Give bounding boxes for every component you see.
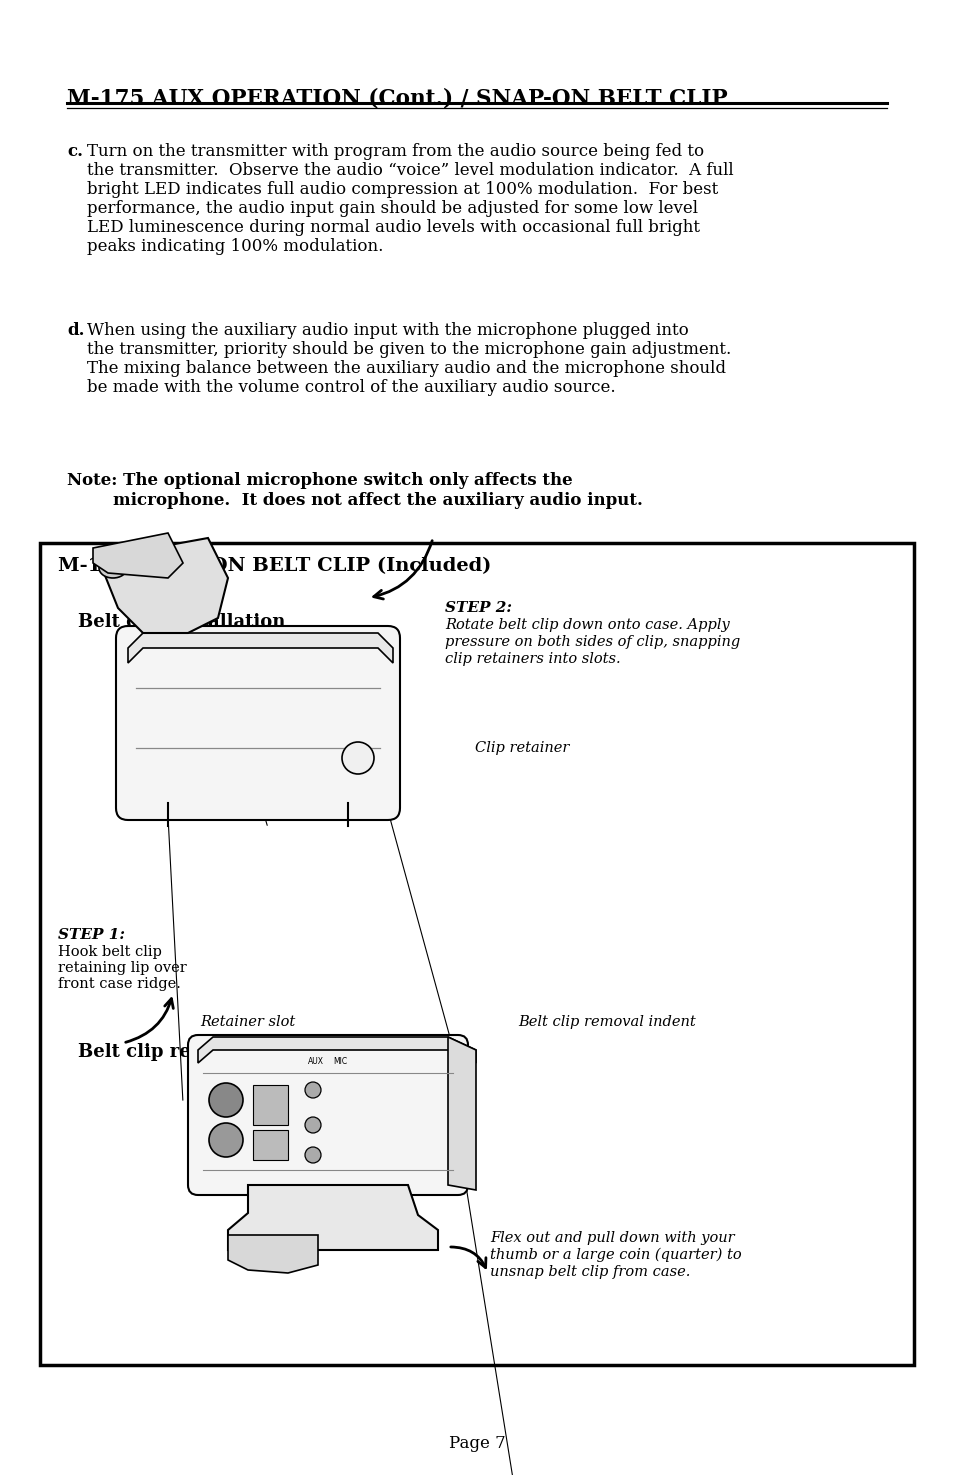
- Text: Belt clip installation: Belt clip installation: [78, 614, 285, 631]
- Text: be made with the volume control of the auxiliary audio source.: be made with the volume control of the a…: [87, 379, 615, 395]
- Text: c.: c.: [67, 143, 83, 159]
- Text: Note: The optional microphone switch only affects the: Note: The optional microphone switch onl…: [67, 472, 572, 490]
- Polygon shape: [448, 1037, 476, 1190]
- Polygon shape: [228, 1184, 437, 1249]
- Text: M-175 AUX OPERATION (Cont.) / SNAP-ON BELT CLIP: M-175 AUX OPERATION (Cont.) / SNAP-ON BE…: [67, 88, 727, 111]
- Text: peaks indicating 100% modulation.: peaks indicating 100% modulation.: [87, 237, 383, 255]
- Text: Rotate belt clip down onto case. Apply: Rotate belt clip down onto case. Apply: [444, 618, 729, 631]
- FancyBboxPatch shape: [253, 1130, 288, 1159]
- Text: clip retainers into slots.: clip retainers into slots.: [444, 652, 620, 667]
- Polygon shape: [128, 633, 393, 662]
- Text: M-175  SNAP-ON BELT CLIP (Included): M-175 SNAP-ON BELT CLIP (Included): [58, 558, 491, 575]
- Text: When using the auxiliary audio input with the microphone plugged into: When using the auxiliary audio input wit…: [87, 322, 688, 339]
- Text: the transmitter.  Observe the audio “voice” level modulation indicator.  A full: the transmitter. Observe the audio “voic…: [87, 162, 733, 178]
- Text: STEP 2:: STEP 2:: [444, 600, 512, 615]
- Circle shape: [209, 1083, 243, 1117]
- Text: Belt clip removal indent: Belt clip removal indent: [517, 1015, 695, 1030]
- Text: unsnap belt clip from case.: unsnap belt clip from case.: [490, 1266, 690, 1279]
- Circle shape: [209, 1122, 243, 1156]
- Text: Retainer slot: Retainer slot: [200, 1015, 294, 1030]
- Text: performance, the audio input gain should be adjusted for some low level: performance, the audio input gain should…: [87, 201, 698, 217]
- Text: Flex out and pull down with your: Flex out and pull down with your: [490, 1232, 734, 1245]
- Text: pressure on both sides of clip, snapping: pressure on both sides of clip, snapping: [444, 636, 740, 649]
- Text: front case ridge.: front case ridge.: [58, 976, 181, 991]
- FancyArrowPatch shape: [451, 1246, 485, 1267]
- Text: MIC: MIC: [333, 1058, 347, 1066]
- Polygon shape: [92, 532, 183, 578]
- Text: The mixing balance between the auxiliary audio and the microphone should: The mixing balance between the auxiliary…: [87, 360, 725, 378]
- Text: retaining lip over: retaining lip over: [58, 962, 187, 975]
- Ellipse shape: [99, 558, 127, 578]
- Text: bright LED indicates full audio compression at 100% modulation.  For best: bright LED indicates full audio compress…: [87, 181, 718, 198]
- FancyBboxPatch shape: [188, 1035, 468, 1195]
- FancyBboxPatch shape: [253, 1086, 288, 1125]
- Polygon shape: [98, 538, 228, 633]
- Text: microphone.  It does not affect the auxiliary audio input.: microphone. It does not affect the auxil…: [67, 493, 642, 509]
- Text: STEP 1:: STEP 1:: [58, 928, 125, 943]
- Circle shape: [305, 1148, 320, 1162]
- Text: LED luminescence during normal audio levels with occasional full bright: LED luminescence during normal audio lev…: [87, 218, 700, 236]
- Text: the transmitter, priority should be given to the microphone gain adjustment.: the transmitter, priority should be give…: [87, 341, 731, 358]
- FancyBboxPatch shape: [116, 625, 399, 820]
- Circle shape: [305, 1083, 320, 1097]
- Polygon shape: [228, 1235, 317, 1273]
- FancyArrowPatch shape: [374, 541, 432, 599]
- Polygon shape: [198, 1037, 476, 1063]
- Circle shape: [305, 1117, 320, 1133]
- Text: Belt clip removal: Belt clip removal: [78, 1043, 251, 1061]
- Text: AUX: AUX: [308, 1058, 324, 1066]
- Text: Turn on the transmitter with program from the audio source being fed to: Turn on the transmitter with program fro…: [87, 143, 703, 159]
- Text: Clip retainer: Clip retainer: [475, 740, 569, 755]
- Circle shape: [341, 742, 374, 774]
- Text: d.: d.: [67, 322, 85, 339]
- FancyArrowPatch shape: [126, 999, 173, 1043]
- Text: Page 7: Page 7: [448, 1435, 505, 1451]
- FancyBboxPatch shape: [40, 543, 913, 1364]
- Text: thumb or a large coin (quarter) to: thumb or a large coin (quarter) to: [490, 1248, 740, 1263]
- Text: Hook belt clip: Hook belt clip: [58, 945, 162, 959]
